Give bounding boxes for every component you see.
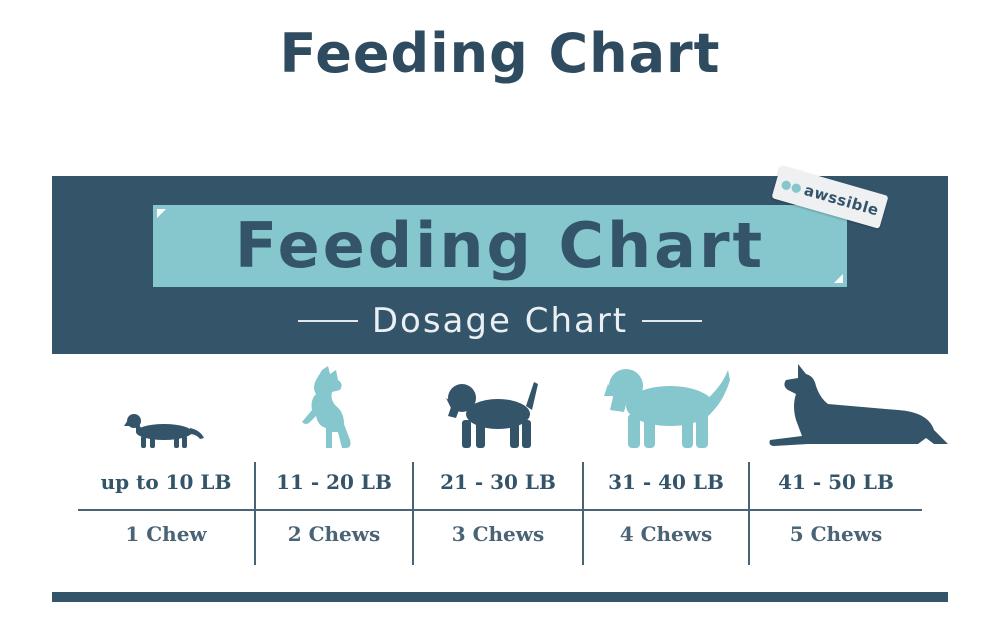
column-divider: [748, 462, 750, 565]
dose-label: 3 Chews: [451, 522, 545, 546]
chart-banner: Feeding Chart Dosage Chart ●● awssible: [52, 165, 948, 354]
great-dane-icon: [769, 364, 948, 446]
weight-row: up to 10 LB 11 - 20 LB 21 - 30 LB 31 - 4…: [52, 462, 948, 502]
column-divider: [582, 462, 584, 565]
weight-label: 41 - 50 LB: [778, 470, 894, 494]
dose-label: 1 Chew: [125, 522, 207, 546]
dose-label: 4 Chews: [619, 522, 713, 546]
weight-label: 21 - 30 LB: [440, 470, 556, 494]
weight-label: 11 - 20 LB: [276, 470, 392, 494]
terrier-icon: [302, 366, 351, 448]
column-divider: [254, 462, 256, 565]
dose-label: 5 Chews: [789, 522, 883, 546]
corner-decoration: [157, 209, 166, 218]
column-divider: [412, 462, 414, 565]
retriever-icon: [604, 369, 730, 448]
paw-icon: ●●: [779, 176, 804, 196]
page-title: Feeding Chart: [279, 22, 721, 85]
weight-label: up to 10 LB: [100, 470, 232, 494]
table-divider: [78, 509, 922, 511]
subtitle-rule-left: [297, 320, 358, 322]
dose-label: 2 Chews: [287, 522, 381, 546]
chart-subtitle: Dosage Chart: [371, 301, 629, 341]
dog-icons-row: [52, 358, 948, 450]
subtitle-rule-right: [642, 320, 703, 322]
beagle-icon: [446, 382, 538, 448]
corner-decoration: [834, 274, 843, 283]
bottom-bar: [52, 592, 948, 602]
dachshund-icon: [124, 414, 204, 448]
chart-title-box: Feeding Chart: [153, 205, 847, 287]
feeding-chart-card: Feeding Chart Dosage Chart ●● awssible: [52, 165, 948, 602]
subtitle-row: Dosage Chart: [52, 296, 948, 346]
dose-row: 1 Chew 2 Chews 3 Chews 4 Chews 5 Chews: [52, 514, 948, 554]
chart-title: Feeding Chart: [234, 209, 766, 282]
weight-label: 31 - 40 LB: [608, 470, 724, 494]
